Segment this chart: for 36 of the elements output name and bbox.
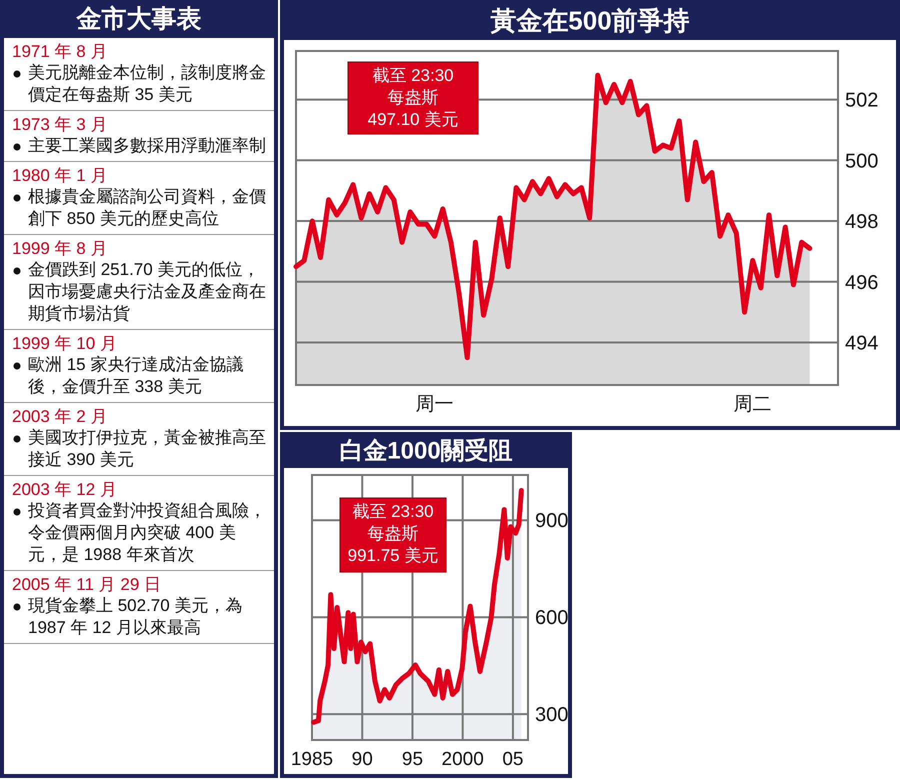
y-tick-label: 900 xyxy=(535,510,568,532)
text: 1999 年 10 月 xyxy=(12,333,118,354)
text: 美元脱離金本位制，該制度將金價定在每盎斯 35 美元 xyxy=(27,62,267,106)
annotation: 截至 23:30 每盎斯 497.10 美元 xyxy=(368,66,458,129)
y-tick-label: 502 xyxy=(845,90,878,112)
text: 美國攻打伊拉克，黃金被推高至接近 390 美元 xyxy=(27,427,267,471)
text: 1971 年 8 月 xyxy=(12,41,108,62)
text: 1973 年 3 月 xyxy=(12,114,108,135)
text: 2005 年 11 月 29 日 xyxy=(12,574,162,595)
y-tick-label: 496 xyxy=(845,272,878,294)
y-tick-label: 498 xyxy=(845,211,878,234)
text: 現貨金攀上 502.70 美元，為 1987 年 12 月以來最高 xyxy=(27,595,244,639)
x-tick-label: 2000 xyxy=(442,749,484,770)
y-tick-label: 300 xyxy=(535,704,568,726)
x-tick-label: 05 xyxy=(502,749,524,770)
text: 投資者買金對沖投資組合風險，令金價兩個月內突破 400 美元，是 1988 年來首次 xyxy=(27,500,267,566)
text: 根據貴金屬諮詢公司資料，金價創下 850 美元的歷史高位 xyxy=(27,186,267,230)
chart-title: 白金1000關受阻 xyxy=(339,438,513,465)
x-tick-label: 95 xyxy=(402,749,424,770)
text: 2003 年 2 月 xyxy=(12,406,108,427)
y-tick-label: 600 xyxy=(535,607,568,630)
chart-title: 黃金在500前爭持 xyxy=(489,5,690,36)
x-tick-label: 周二 xyxy=(734,394,772,415)
y-tick-label: 494 xyxy=(845,332,878,354)
x-tick-label: 周一 xyxy=(416,394,454,415)
text: 2003 年 12 月 xyxy=(12,479,118,500)
x-tick-label: 1985 xyxy=(290,749,334,770)
x-tick-label: 90 xyxy=(352,749,373,770)
text: 歐洲 15 家央行達成沽金協議後，金價升至 338 美元 xyxy=(27,354,244,398)
text: 1980 年 1 月 xyxy=(12,165,108,186)
text: 金市大事表 xyxy=(75,4,202,35)
text: 金價跌到 251.70 美元的低位，因市場憂慮央行沽金及產金商在期貨市場沽貨 xyxy=(27,259,267,325)
annotation: 截至 23:30 每盎斯 991.75 美元 xyxy=(348,502,438,565)
text: 主要工業國多數採用浮動滙率制 xyxy=(27,135,267,157)
y-tick-label: 500 xyxy=(845,150,878,172)
text: 1999 年 8 月 xyxy=(12,238,108,259)
